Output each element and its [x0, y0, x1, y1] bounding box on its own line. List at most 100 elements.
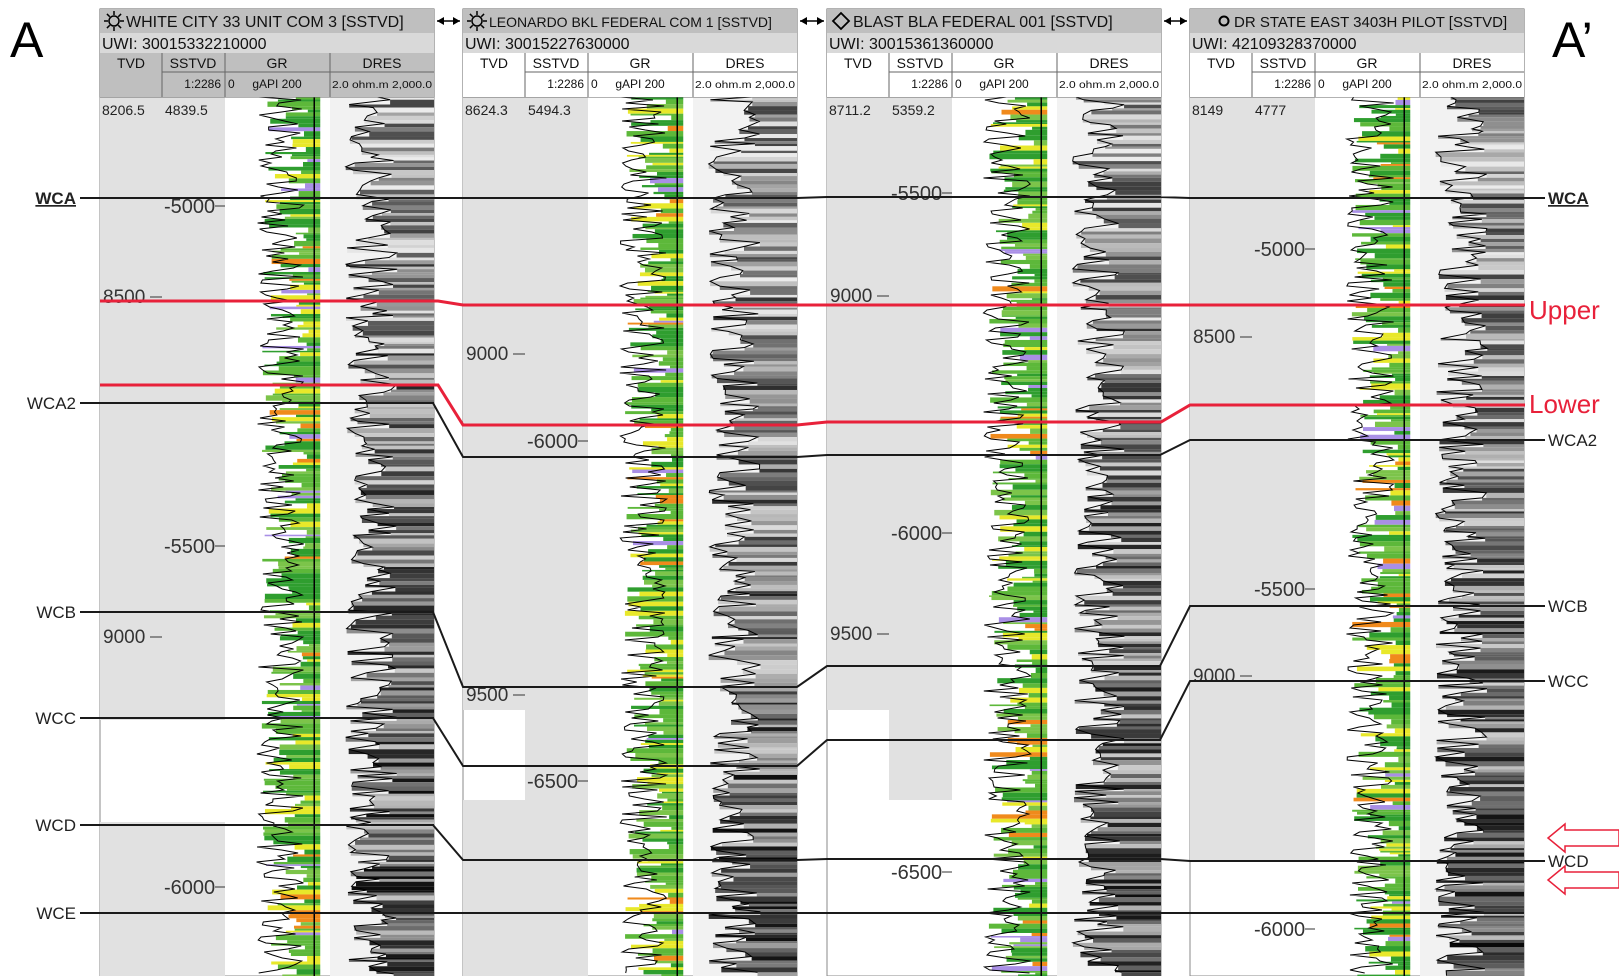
- lower-zone-line: [100, 383, 1525, 427]
- well-uwi: UWI: 30015361360000: [829, 36, 994, 53]
- dres-header: DRES: [726, 55, 765, 71]
- sstvd-depth-label: -5500: [164, 536, 215, 558]
- sstvd-header: SSTVD: [1260, 55, 1307, 71]
- well-header: LEONARDO BKL FEDERAL COM 1 [SSTVD] UWI: 3…: [462, 8, 798, 98]
- sstvd-depth-label: -5000: [164, 196, 215, 218]
- sstvd-track: [162, 97, 225, 720]
- sstvd-header: SSTVD: [533, 55, 580, 71]
- gr-log-curve: [618, 96, 684, 976]
- formation-top-line: [80, 402, 1545, 458]
- dres-log-curve: [344, 96, 434, 976]
- gr-scale-min: 0: [1318, 77, 1325, 91]
- well-header: WHITE CITY 33 UNIT COM 3 [SSTVD] UWI: 300…: [99, 8, 435, 98]
- well-name: BLAST BLA FEDERAL 001 [SSTVD]: [853, 14, 1113, 31]
- tvd-depth-label: 9500: [830, 624, 872, 645]
- top-tvd-value: 8149: [1192, 102, 1223, 118]
- formation-top-line: [80, 605, 1545, 688]
- gr-scale-unit: gAPI 200: [252, 77, 302, 91]
- dres-scale: 2.0 ohm.m 2,000.0: [1059, 80, 1160, 91]
- top-sstvd-value: 5359.2: [892, 102, 935, 118]
- tvd-depth-label: 9000: [103, 627, 145, 648]
- sstvd-depth-label: -6500: [891, 862, 942, 884]
- well-connector-arrow-icon: [800, 17, 824, 25]
- scale-ratio: 1:2286: [1274, 77, 1311, 91]
- tvd-depth-label: 9000: [1193, 666, 1235, 687]
- gas-well-symbol: [467, 11, 487, 31]
- well-name: WHITE CITY 33 UNIT COM 3 [SSTVD]: [126, 14, 404, 31]
- dres-header: DRES: [363, 55, 402, 71]
- formation-label-left: WCB: [36, 603, 76, 622]
- zone-arrow-icon: [1546, 822, 1619, 854]
- well-header: DR STATE EAST 3403H PILOT [SSTVD] UWI: 42…: [1189, 8, 1525, 98]
- dres-log-curve: [707, 96, 797, 976]
- tvd-header: TVD: [117, 55, 145, 71]
- zone-arrow-icon: [1546, 864, 1619, 896]
- well-uwi: UWI: 30015227630000: [465, 36, 630, 53]
- dres-header: DRES: [1453, 55, 1492, 71]
- formation-top-line: [80, 680, 1545, 767]
- sstvd-depth-label: -5500: [891, 183, 942, 205]
- dres-scale: 2.0 ohm.m 2,000.0: [1422, 80, 1523, 91]
- sstvd-header: SSTVD: [897, 55, 944, 71]
- dres-header: DRES: [1090, 55, 1129, 71]
- tvd-track-lower: [463, 800, 588, 976]
- scale-ratio: 1:2286: [911, 77, 948, 91]
- sstvd-depth-label: -6000: [891, 523, 942, 545]
- upper-zone-label: Upper: [1529, 295, 1600, 325]
- tvd-depth-label: 9000: [466, 344, 508, 365]
- well-name: DR STATE EAST 3403H PILOT [SSTVD]: [1234, 14, 1507, 31]
- tvd-header: TVD: [480, 55, 508, 71]
- lower-zone-label: Lower: [1529, 389, 1600, 419]
- dres-scale: 2.0 ohm.m 2,000.0: [332, 80, 433, 91]
- formation-label-left: WCD: [35, 816, 76, 835]
- gr-header: GR: [630, 55, 651, 71]
- well-panel: 9000 9500 -5500 -6000 -6500 8711.2 5359.2: [826, 96, 1162, 976]
- well-connector-arrow-icon: [437, 17, 460, 25]
- sstvd-depth-label: -6500: [527, 771, 578, 793]
- sstvd-depth-label: -6000: [164, 877, 215, 899]
- tvd-header: TVD: [1207, 55, 1235, 71]
- top-tvd-value: 8624.3: [465, 102, 508, 118]
- formation-label-left: WCC: [35, 709, 76, 728]
- scale-ratio: 1:2286: [547, 77, 584, 91]
- scale-ratio: 1:2286: [184, 77, 221, 91]
- tvd-header: TVD: [844, 55, 872, 71]
- formation-label-left: WCA: [35, 189, 76, 208]
- formation-top-line: [80, 824, 1545, 862]
- tvd-depth-label: 8500: [1193, 327, 1235, 348]
- tvd-track: [1190, 97, 1252, 862]
- well-panel: 8500 9000 -5000 -5500 -6000 8206.5 4839.5: [99, 96, 435, 976]
- well-header: BLAST BLA FEDERAL 001 [SSTVD] UWI: 300153…: [826, 8, 1162, 98]
- gr-log-curve: [256, 96, 321, 976]
- sstvd-depth-label: -6000: [1254, 919, 1305, 941]
- top-sstvd-value: 5494.3: [528, 102, 571, 118]
- gr-log-curve: [1344, 96, 1411, 976]
- oil-well-symbol: [831, 11, 851, 31]
- tvd-depth-label: 9500: [466, 685, 508, 706]
- sstvd-track: [525, 97, 588, 800]
- gr-scale-min: 0: [955, 77, 962, 91]
- gr-scale-unit: gAPI 200: [1342, 77, 1392, 91]
- formation-top-line: [80, 196, 1545, 199]
- top-sstvd-value: 4777: [1255, 102, 1286, 118]
- gr-header: GR: [994, 55, 1015, 71]
- gr-header: GR: [267, 55, 288, 71]
- well-panel: 8500 9000 -5000 -5500 -6000 8149 4777: [1189, 96, 1525, 976]
- gr-scale-min: 0: [591, 77, 598, 91]
- formation-label-right: WCB: [1548, 597, 1588, 616]
- location-symbol: [1218, 15, 1230, 27]
- gr-scale-unit: gAPI 200: [615, 77, 665, 91]
- section-end-label: A’: [1552, 12, 1593, 68]
- formation-label-left: WCA2: [27, 394, 76, 413]
- dres-scale: 2.0 ohm.m 2,000.0: [695, 80, 796, 91]
- tvd-track: [827, 97, 889, 710]
- gr-scale-unit: gAPI 200: [979, 77, 1029, 91]
- formation-label-right: WCC: [1548, 672, 1589, 691]
- sstvd-depth-label: -5500: [1254, 579, 1305, 601]
- formation-label-right: WCD: [1548, 852, 1589, 871]
- well-name: LEONARDO BKL FEDERAL COM 1 [SSTVD]: [489, 14, 772, 30]
- well-uwi: UWI: 30015332210000: [102, 36, 267, 53]
- tvd-depth-label: 8500: [103, 287, 145, 308]
- well-connector-arrow-icon: [1164, 17, 1187, 25]
